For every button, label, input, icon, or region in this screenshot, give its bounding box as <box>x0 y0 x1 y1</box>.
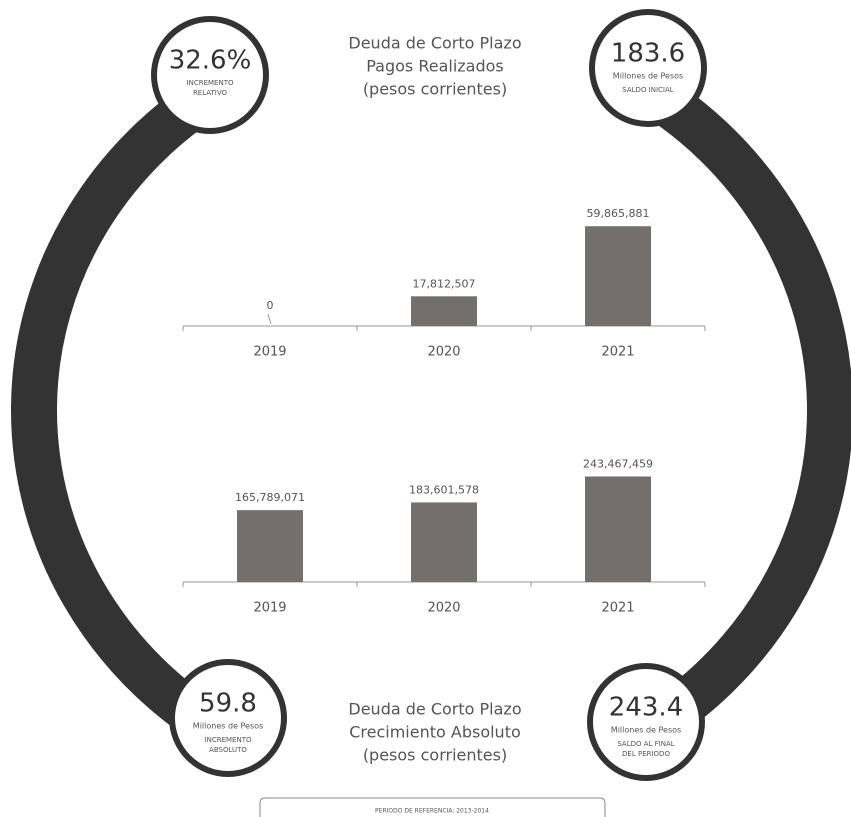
badge-value: 32.6% <box>169 46 252 76</box>
value-label: 165,789,071 <box>235 491 305 504</box>
ring-arc <box>636 71 851 741</box>
badge-caption: DEL PERIODO <box>622 750 670 758</box>
category-label: 2020 <box>427 601 460 616</box>
badge-circle <box>169 659 287 777</box>
badge-caption: SALDO INICIAL <box>622 86 673 94</box>
badge-caption: ABSOLUTO <box>209 746 247 754</box>
value-label: 243,467,459 <box>583 457 653 470</box>
leader-line <box>267 313 272 325</box>
badge-unit: Millones de Pesos <box>193 722 263 731</box>
category-label: 2021 <box>601 601 634 616</box>
ring-arc <box>11 75 222 741</box>
badge-circle <box>587 663 705 781</box>
footer-text: PERIODO DE REFERENCIA: 2013-2014 <box>375 808 489 815</box>
badge-caption: SALDO AL FINAL <box>617 740 674 748</box>
chart-title: Crecimiento Absoluto <box>349 723 521 742</box>
badge-value: 243.4 <box>609 693 683 723</box>
category-label: 2019 <box>253 601 286 616</box>
chart-title: Deuda de Corto Plazo <box>348 34 521 53</box>
badge-caption: INCREMENTO <box>205 736 252 744</box>
bar <box>585 226 651 326</box>
bar <box>411 296 477 326</box>
bar <box>411 502 477 582</box>
badge-unit: Millones de Pesos <box>611 726 681 735</box>
chart-title: (pesos corrientes) <box>363 746 507 765</box>
value-label: 183,601,578 <box>409 483 479 496</box>
badge-circle <box>151 16 269 134</box>
badge-unit: Millones de Pesos <box>613 72 683 81</box>
category-label: 2019 <box>253 345 286 360</box>
badge-caption: RELATIVO <box>193 89 228 97</box>
bar <box>585 476 651 582</box>
chart-title: Pagos Realizados <box>366 57 504 76</box>
category-label: 2021 <box>601 345 634 360</box>
bar <box>237 510 303 582</box>
value-label: 17,812,507 <box>413 277 476 290</box>
badge-caption: INCREMENTO <box>187 79 234 87</box>
value-label: 0 <box>267 299 274 312</box>
chart-title: (pesos corrientes) <box>363 80 507 99</box>
footer-box <box>259 797 606 817</box>
badge-value: 59.8 <box>199 689 257 719</box>
badge-circle <box>589 9 707 127</box>
category-label: 2020 <box>427 345 460 360</box>
chart-title: Deuda de Corto Plazo <box>348 700 521 719</box>
badge-value: 183.6 <box>611 39 685 69</box>
value-label: 59,865,881 <box>587 207 650 220</box>
